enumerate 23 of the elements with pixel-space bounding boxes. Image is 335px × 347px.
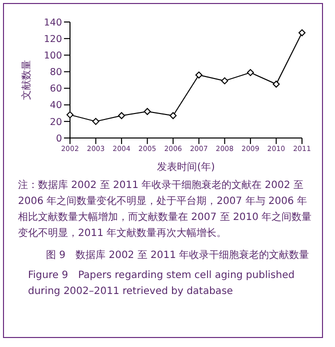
point — [246, 69, 254, 76]
text: 图 9 数据库 2002 至 2011 年收录干细胞衰老的文献数量 — [45, 248, 310, 263]
y-axis-title: 文献数量 — [20, 60, 33, 100]
point — [144, 108, 151, 115]
point — [170, 112, 177, 120]
point — [118, 112, 126, 120]
text: 注：数据库 2002 至 2011 年收录干细胞衰老的文献在 2002 至 2006 年之间数量变化不明显，处于平台期，2007 年与 2006 年相比文献数量大幅增加，而文献数量在 2007 至 2010 年之间数量变化不明显，2011 年文献数量再次大幅增长。 — [18, 178, 312, 241]
y-tick-label: 120 — [44, 34, 62, 45]
y-tick-label: 140 — [44, 17, 62, 28]
point — [221, 77, 228, 84]
point — [195, 72, 202, 79]
y-tick-label: 80 — [50, 67, 62, 78]
point — [272, 80, 280, 88]
y-tick-label: 20 — [50, 116, 62, 128]
point — [66, 111, 74, 118]
y-tick-label: 60 — [50, 84, 62, 95]
text: Figure 9 Papers regarding stem cell aging published during 2002–2011 retrieved by database — [27, 269, 296, 299]
x-axis-title: 发表时间(年) — [157, 161, 215, 173]
point — [92, 118, 100, 125]
y-tick-label: 40 — [50, 100, 62, 112]
y-tick-label: 100 — [44, 50, 62, 62]
point — [298, 29, 306, 36]
y-tick-label: 0 — [56, 133, 62, 144]
